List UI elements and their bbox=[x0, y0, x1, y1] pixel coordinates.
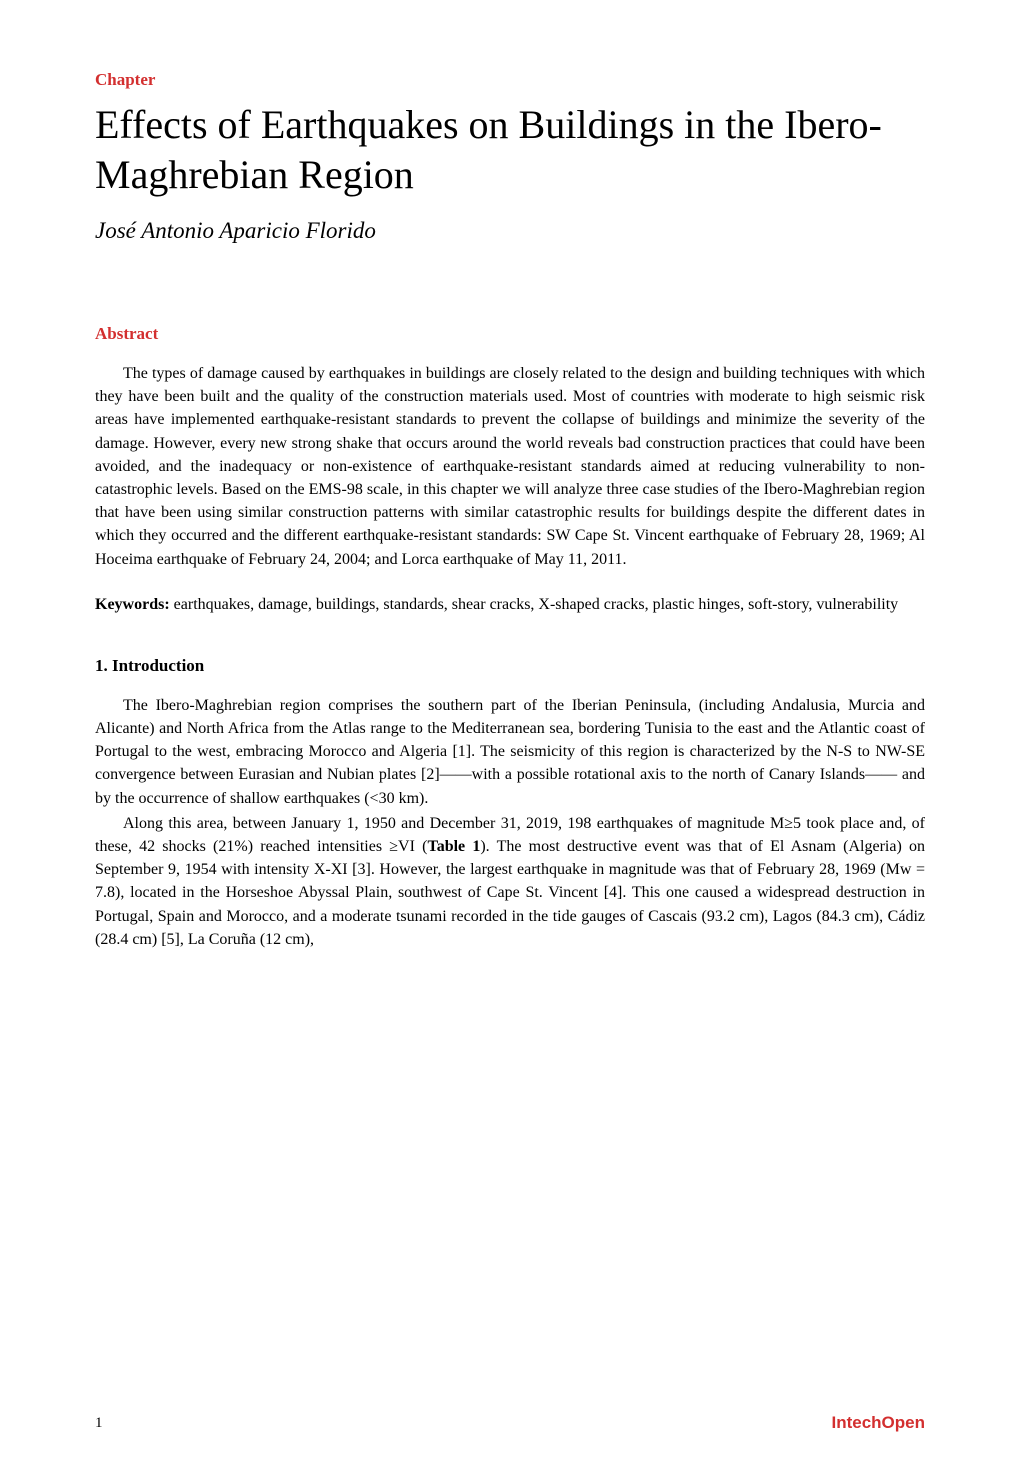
abstract-text: The types of damage caused by earthquake… bbox=[95, 362, 925, 571]
chapter-title: Effects of Earthquakes on Buildings in t… bbox=[95, 100, 925, 200]
intro-paragraph-1: The Ibero-Maghrebian region comprises th… bbox=[95, 694, 925, 810]
page-number: 1 bbox=[95, 1415, 103, 1432]
publisher-logo: IntechOpen bbox=[831, 1413, 925, 1433]
author-name: José Antonio Aparicio Florido bbox=[95, 218, 925, 244]
table-reference: Table 1 bbox=[427, 838, 480, 855]
keywords-block: Keywords: earthquakes, damage, buildings… bbox=[95, 593, 925, 616]
keywords-text: earthquakes, damage, buildings, standard… bbox=[170, 596, 899, 613]
chapter-label: Chapter bbox=[95, 70, 925, 90]
page-footer: 1 IntechOpen bbox=[95, 1413, 925, 1433]
keywords-label: Keywords: bbox=[95, 596, 170, 613]
section-heading-introduction: 1. Introduction bbox=[95, 656, 925, 676]
intro-paragraph-2: Along this area, between January 1, 1950… bbox=[95, 812, 925, 951]
abstract-heading: Abstract bbox=[95, 324, 925, 344]
